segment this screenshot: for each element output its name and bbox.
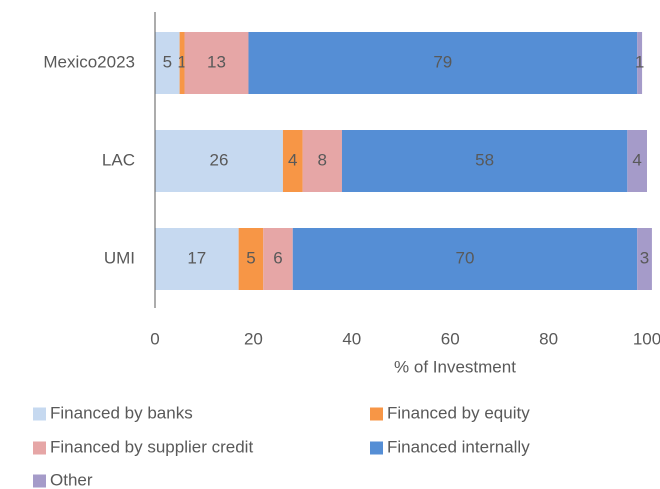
y-tick-label: UMI <box>104 248 135 267</box>
bar-segment <box>155 130 283 192</box>
data-label: 13 <box>207 52 226 71</box>
x-tick-label: 40 <box>342 329 361 348</box>
bar-segment <box>637 228 652 290</box>
data-label: 17 <box>187 248 206 267</box>
data-label: 4 <box>632 150 641 169</box>
bar-segment <box>155 228 239 290</box>
data-label: 5 <box>163 52 172 71</box>
data-label: 6 <box>273 248 282 267</box>
data-label: 79 <box>433 52 452 71</box>
legend-swatch <box>370 441 383 455</box>
bar-segment <box>292 228 638 290</box>
legend-swatch <box>33 407 46 421</box>
legend-label: Other <box>50 470 93 489</box>
bar-segment <box>184 32 249 94</box>
data-label: 5 <box>246 248 255 267</box>
x-axis-label: % of Investment <box>394 357 516 376</box>
legend-swatch <box>370 407 383 421</box>
x-tick-label: 0 <box>150 329 159 348</box>
data-label: 3 <box>640 248 649 267</box>
bar-segment <box>155 32 180 94</box>
legend-swatch <box>33 474 46 488</box>
data-label: 4 <box>288 150 297 169</box>
y-tick-label: Mexico2023 <box>43 52 135 71</box>
data-label: 1 <box>635 52 644 71</box>
bar-segment <box>238 228 264 290</box>
legend-label: Financed by banks <box>50 403 193 422</box>
y-tick-label: LAC <box>102 150 135 169</box>
x-tick-label: 100 <box>633 329 660 348</box>
bar-segment <box>302 130 342 192</box>
bar-segment <box>282 130 303 192</box>
bar-segment <box>248 32 638 94</box>
x-tick-label: 80 <box>539 329 558 348</box>
data-label: 8 <box>318 150 327 169</box>
legend-label: Financed by equity <box>387 403 530 422</box>
legend-label: Financed by supplier credit <box>50 437 253 456</box>
bar-segment <box>627 130 647 192</box>
legend-swatch <box>33 441 46 455</box>
bar-segment <box>341 130 628 192</box>
data-label: 1 <box>177 52 186 71</box>
data-label: 58 <box>475 150 494 169</box>
bar-segment <box>179 32 185 94</box>
bar-segment <box>637 32 643 94</box>
legend-label: Financed internally <box>387 437 530 456</box>
x-tick-label: 20 <box>244 329 263 348</box>
data-label: 26 <box>209 150 228 169</box>
x-tick-label: 60 <box>441 329 460 348</box>
bar-segment <box>263 228 293 290</box>
data-label: 70 <box>455 248 474 267</box>
